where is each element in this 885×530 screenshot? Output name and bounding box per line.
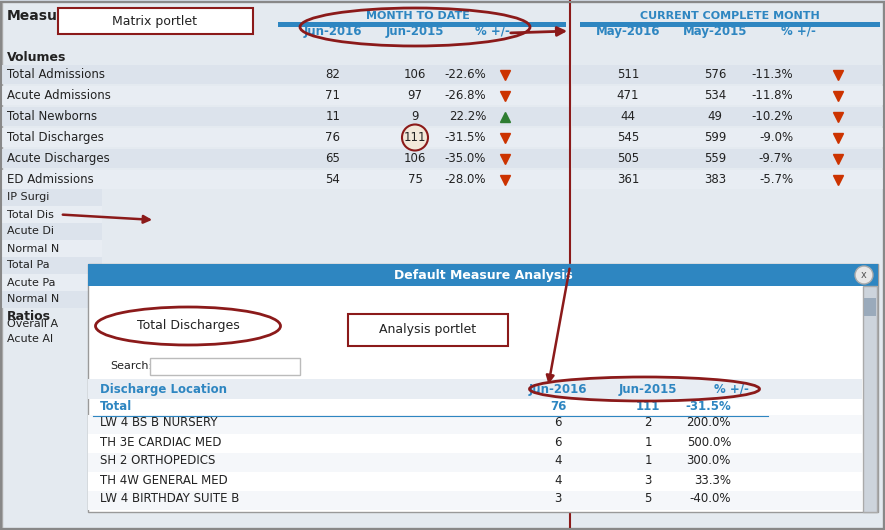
Text: 559: 559 — [704, 152, 726, 165]
Text: IP Surgi: IP Surgi — [7, 192, 50, 202]
FancyBboxPatch shape — [863, 286, 877, 512]
Text: 471: 471 — [617, 89, 639, 102]
Text: 500.0%: 500.0% — [687, 436, 731, 448]
Text: -5.7%: -5.7% — [758, 173, 793, 186]
Text: Normal N: Normal N — [7, 295, 59, 305]
Text: -35.0%: -35.0% — [444, 152, 486, 165]
FancyBboxPatch shape — [2, 291, 102, 308]
Text: 11: 11 — [326, 110, 341, 123]
Text: 1: 1 — [644, 436, 651, 448]
Text: 111: 111 — [404, 131, 427, 144]
Text: Acute Al: Acute Al — [7, 334, 53, 344]
Text: 106: 106 — [404, 152, 427, 165]
Text: Acute Di: Acute Di — [7, 226, 54, 236]
Text: 6: 6 — [554, 417, 562, 429]
Text: 300.0%: 300.0% — [687, 455, 731, 467]
Text: 4: 4 — [554, 455, 562, 467]
Text: 97: 97 — [407, 89, 422, 102]
Text: % +/-: % +/- — [474, 24, 510, 38]
FancyBboxPatch shape — [572, 170, 883, 189]
Text: Acute Pa: Acute Pa — [7, 278, 56, 287]
Text: -31.5%: -31.5% — [444, 131, 486, 144]
Text: 65: 65 — [326, 152, 341, 165]
Text: 44: 44 — [620, 110, 635, 123]
Text: Jun-2016: Jun-2016 — [528, 383, 588, 395]
FancyBboxPatch shape — [88, 434, 862, 453]
FancyBboxPatch shape — [150, 358, 300, 375]
Text: 511: 511 — [617, 68, 639, 81]
Text: Total Newborns: Total Newborns — [7, 110, 97, 123]
FancyBboxPatch shape — [348, 314, 508, 346]
Text: ED Admissions: ED Admissions — [7, 173, 94, 186]
FancyBboxPatch shape — [2, 107, 570, 126]
Text: Jun-2015: Jun-2015 — [386, 24, 444, 38]
Text: Total Admissions: Total Admissions — [7, 68, 105, 81]
FancyBboxPatch shape — [2, 170, 570, 189]
Text: Total: Total — [100, 401, 132, 413]
Text: SH 2 ORTHOPEDICS: SH 2 ORTHOPEDICS — [100, 455, 215, 467]
Text: Measu: Measu — [7, 9, 58, 23]
Text: 71: 71 — [326, 89, 341, 102]
FancyBboxPatch shape — [572, 65, 883, 84]
Text: % +/-: % +/- — [781, 24, 815, 38]
Text: MONTH TO DATE: MONTH TO DATE — [366, 11, 470, 21]
Text: 111: 111 — [635, 401, 660, 413]
Text: 1: 1 — [644, 455, 651, 467]
Text: 599: 599 — [704, 131, 727, 144]
Text: Matrix portlet: Matrix portlet — [112, 14, 197, 28]
Text: Total Discharges: Total Discharges — [136, 320, 239, 332]
Text: 545: 545 — [617, 131, 639, 144]
FancyBboxPatch shape — [88, 379, 862, 399]
FancyBboxPatch shape — [88, 490, 862, 509]
Text: % +/-: % +/- — [713, 383, 749, 395]
Text: 76: 76 — [326, 131, 341, 144]
Text: 75: 75 — [408, 173, 422, 186]
FancyBboxPatch shape — [88, 414, 862, 434]
Text: Total Pa: Total Pa — [7, 261, 50, 270]
Text: TH 3E CARDIAC MED: TH 3E CARDIAC MED — [100, 436, 221, 448]
Text: Discharge Location: Discharge Location — [100, 383, 227, 395]
Text: -22.6%: -22.6% — [444, 68, 486, 81]
Text: -31.5%: -31.5% — [685, 401, 731, 413]
FancyBboxPatch shape — [572, 107, 883, 126]
Text: Jun-2015: Jun-2015 — [619, 383, 677, 395]
Text: 534: 534 — [704, 89, 726, 102]
FancyBboxPatch shape — [88, 472, 862, 490]
FancyBboxPatch shape — [2, 65, 570, 84]
FancyBboxPatch shape — [2, 128, 570, 147]
FancyBboxPatch shape — [2, 240, 102, 257]
Text: -9.0%: -9.0% — [758, 131, 793, 144]
Text: -11.3%: -11.3% — [751, 68, 793, 81]
FancyBboxPatch shape — [58, 8, 253, 34]
Text: -40.0%: -40.0% — [689, 492, 731, 506]
Text: Volumes: Volumes — [7, 51, 66, 64]
FancyBboxPatch shape — [2, 189, 102, 206]
FancyBboxPatch shape — [580, 22, 880, 27]
FancyBboxPatch shape — [88, 453, 862, 472]
Text: 76: 76 — [550, 401, 566, 413]
Text: 82: 82 — [326, 68, 341, 81]
Text: LW 4 BS B NURSERY: LW 4 BS B NURSERY — [100, 417, 218, 429]
FancyBboxPatch shape — [2, 86, 570, 105]
Text: 200.0%: 200.0% — [687, 417, 731, 429]
Text: Total Dis: Total Dis — [7, 209, 54, 219]
FancyBboxPatch shape — [2, 257, 102, 274]
Text: Total Discharges: Total Discharges — [7, 131, 104, 144]
Text: Overall A: Overall A — [7, 319, 58, 329]
FancyBboxPatch shape — [278, 22, 566, 27]
Text: 54: 54 — [326, 173, 341, 186]
Text: 9: 9 — [412, 110, 419, 123]
Text: -26.8%: -26.8% — [444, 89, 486, 102]
Text: -9.7%: -9.7% — [758, 152, 793, 165]
FancyBboxPatch shape — [572, 86, 883, 105]
Text: 5: 5 — [644, 492, 651, 506]
Text: 3: 3 — [554, 492, 562, 506]
FancyBboxPatch shape — [2, 206, 102, 223]
Text: Search:: Search: — [110, 361, 152, 371]
Text: 33.3%: 33.3% — [694, 473, 731, 487]
Text: May-2015: May-2015 — [682, 24, 747, 38]
Text: -11.8%: -11.8% — [751, 89, 793, 102]
Text: CURRENT COMPLETE MONTH: CURRENT COMPLETE MONTH — [640, 11, 820, 21]
FancyBboxPatch shape — [2, 223, 102, 240]
